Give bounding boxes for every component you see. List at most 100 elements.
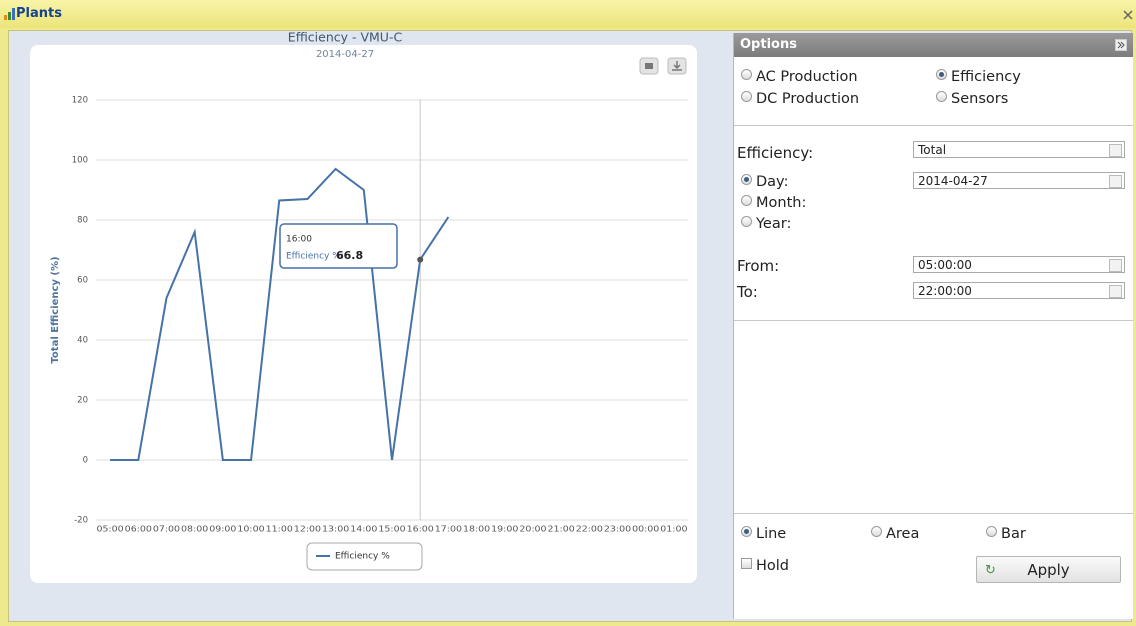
x-tick-label: 16:00 — [407, 525, 434, 534]
to-value: 22:00:00 — [918, 284, 972, 298]
period-option[interactable]: Day: — [741, 174, 788, 190]
mode-option[interactable]: DC Production — [741, 91, 859, 107]
hold-checkbox[interactable]: Hold — [741, 558, 789, 574]
y-tick-label: 60 — [77, 276, 88, 286]
x-tick-label: 00:00 — [632, 525, 659, 534]
x-tick-label: 20:00 — [519, 525, 546, 534]
period-option[interactable]: Month: — [741, 195, 806, 211]
x-tick-label: 14:00 — [350, 525, 377, 534]
efficiency-select[interactable]: Total — [913, 141, 1125, 158]
radio-label: Area — [886, 526, 920, 542]
radio-label: Line — [756, 526, 787, 542]
y-axis-title: Total Efficiency (%) — [50, 256, 61, 363]
radio-button[interactable] — [741, 195, 752, 206]
x-tick-label: 07:00 — [153, 525, 180, 534]
mode-option[interactable]: Sensors — [936, 91, 1008, 107]
radio-label: Bar — [1001, 526, 1026, 542]
radio-button[interactable] — [936, 69, 947, 80]
period-option[interactable]: Year: — [741, 216, 791, 232]
mode-option[interactable]: Efficiency — [936, 69, 1021, 85]
x-tick-label: 23:00 — [604, 525, 631, 534]
radio-button[interactable] — [741, 69, 752, 80]
collapse-button[interactable] — [1115, 39, 1127, 51]
x-tick-label: 18:00 — [463, 525, 490, 534]
hold-label: Hold — [756, 558, 790, 574]
x-tick-label: 06:00 — [125, 525, 152, 534]
x-tick-label: 13:00 — [322, 525, 349, 534]
x-tick-label: 09:00 — [209, 525, 236, 534]
x-tick-label: 05:00 — [97, 525, 124, 534]
apply-label: Apply — [1027, 561, 1070, 579]
hover-marker — [417, 256, 424, 263]
radio-label: AC Production — [756, 69, 858, 85]
tooltip: 16:00 Efficiency %:66.8 — [279, 223, 398, 269]
chart-type-option[interactable]: Line — [741, 526, 786, 542]
chart: Efficiency - VMU-C 2014-04-27 Total Effi… — [30, 30, 697, 583]
x-tick-label: 01:00 — [660, 525, 687, 534]
radio-label: DC Production — [756, 91, 860, 107]
to-select[interactable]: 22:00:00 — [913, 282, 1125, 299]
y-tick-label: -20 — [74, 516, 88, 526]
tooltip-label: Efficiency %: — [286, 252, 344, 262]
print-icon — [645, 63, 653, 69]
radio-button[interactable] — [741, 216, 752, 227]
x-tick-label: 17:00 — [435, 525, 462, 534]
radio-button[interactable] — [741, 91, 752, 102]
y-tick-label: 80 — [77, 216, 88, 226]
chart-type-option[interactable]: Bar — [986, 526, 1026, 542]
tooltip-box — [279, 223, 398, 269]
x-tick-label: 11:00 — [266, 525, 293, 534]
radio-label: Day: — [756, 174, 789, 190]
series-line — [110, 167, 450, 461]
radio-label: Month: — [756, 195, 807, 211]
radio-label: Year: — [756, 216, 792, 232]
efficiency-label: Efficiency: — [737, 144, 814, 162]
y-tick-label: 20 — [77, 396, 88, 406]
separator — [734, 320, 1133, 321]
window-icon — [4, 8, 15, 20]
chart-background — [30, 45, 697, 583]
date-input[interactable]: 2014-04-27 — [913, 172, 1125, 189]
chart-title: Efficiency - VMU-C — [288, 30, 403, 45]
separator — [734, 513, 1133, 514]
chart-type-option[interactable]: Area — [871, 526, 919, 542]
y-tick-label: 120 — [72, 96, 88, 106]
y-tick-label: 0 — [83, 456, 88, 466]
chart-subtitle: 2014-04-27 — [316, 49, 374, 60]
options-header: Options — [734, 33, 1133, 57]
tooltip-header: 16:00 — [286, 235, 312, 245]
title-bar: Plants — [0, 0, 1136, 28]
radio-button[interactable] — [741, 526, 752, 537]
x-tick-label: 22:00 — [576, 525, 603, 534]
from-select[interactable]: 05:00:00 — [913, 256, 1125, 273]
options-panel: Options Efficiency: Total 2014-04-27 Fro… — [733, 33, 1133, 619]
legend-box — [306, 542, 423, 571]
radio-button[interactable] — [741, 174, 752, 185]
y-tick-label: 40 — [77, 336, 88, 346]
x-tick-label: 12:00 — [294, 525, 321, 534]
mode-option[interactable]: AC Production — [741, 69, 858, 85]
tooltip-value: 66.8 — [336, 249, 363, 262]
window-title: Plants — [16, 6, 62, 21]
x-tick-label: 08:00 — [181, 525, 208, 534]
from-label: From: — [737, 257, 780, 275]
legend-label: Efficiency % — [335, 552, 390, 562]
radio-button[interactable] — [986, 526, 997, 537]
radio-button[interactable] — [936, 91, 947, 102]
export-icon — [672, 61, 682, 71]
x-tick-label: 19:00 — [491, 525, 518, 534]
date-value: 2014-04-27 — [918, 174, 988, 188]
radio-button[interactable] — [871, 526, 882, 537]
separator — [734, 125, 1133, 126]
apply-button[interactable]: ↻ Apply — [976, 556, 1121, 583]
close-button[interactable] — [1123, 10, 1133, 20]
from-value: 05:00:00 — [918, 258, 972, 272]
x-tick-label: 10:00 — [237, 525, 264, 534]
x-tick-label: 15:00 — [378, 525, 405, 534]
select-value: Total — [918, 143, 947, 157]
options-title: Options — [740, 37, 797, 52]
radio-label: Sensors — [951, 91, 1009, 107]
x-tick-label: 21:00 — [548, 525, 575, 534]
y-tick-label: 100 — [72, 156, 88, 166]
